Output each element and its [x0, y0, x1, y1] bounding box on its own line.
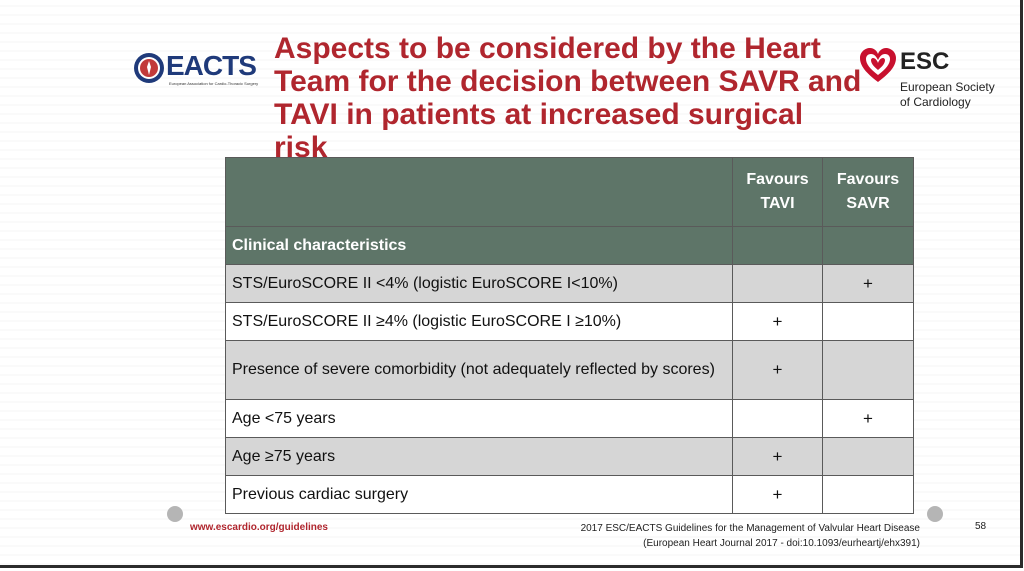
header-tavi-line-2: TAVI: [760, 195, 795, 212]
header-tavi-line-1: Favours: [746, 171, 809, 188]
footer-dot-right: [927, 506, 943, 522]
page-number: 58: [975, 521, 987, 532]
heart-icon: [860, 48, 896, 82]
slide-title: Aspects to be considered by the Heart Te…: [274, 32, 864, 164]
row-tavi-mark: [732, 399, 823, 438]
title-line-2: Team for the decision between SAVR and: [274, 65, 862, 98]
section-empty-cell: [822, 226, 914, 265]
header-savr-line-1: Favours: [836, 171, 900, 188]
table-row: Previous cardiac surgery +: [225, 475, 914, 514]
esc-name-line-2: of Cardiology: [900, 95, 971, 109]
row-savr-mark: +: [822, 399, 914, 438]
row-savr-mark: [822, 475, 914, 514]
section-label: Clinical characteristics: [225, 226, 733, 265]
footer-dot-left: [167, 506, 183, 522]
esc-wordmark: ESC: [900, 48, 950, 75]
header-blank-cell: [225, 157, 733, 227]
header-favours-savr: Favours SAVR: [822, 157, 914, 227]
esc-logo: ESC European Society of Cardiology: [856, 44, 1006, 114]
row-label: Age <75 years: [225, 399, 733, 438]
row-tavi-mark: +: [732, 340, 823, 400]
row-savr-mark: [822, 340, 914, 400]
table-row: STS/EuroSCORE II ≥4% (logistic EuroSCORE…: [225, 302, 914, 341]
row-tavi-mark: [732, 264, 823, 303]
header-favours-tavi: Favours TAVI: [732, 157, 823, 227]
row-label: Age ≥75 years: [225, 437, 733, 476]
table-row: Age ≥75 years +: [225, 437, 914, 476]
guidelines-url-link[interactable]: www.escardio.org/guidelines: [190, 522, 328, 533]
table-row: Age <75 years +: [225, 399, 914, 438]
row-label: STS/EuroSCORE II <4% (logistic EuroSCORE…: [225, 264, 733, 303]
row-savr-mark: [822, 437, 914, 476]
citation: 2017 ESC/EACTS Guidelines for the Manage…: [540, 521, 920, 551]
row-label: STS/EuroSCORE II ≥4% (logistic EuroSCORE…: [225, 302, 733, 341]
eacts-subtitle: European Association for Cardio-Thoracic…: [169, 81, 259, 86]
header-savr-line-2: SAVR: [846, 195, 890, 212]
table-header-row: Favours TAVI Favours SAVR: [225, 157, 914, 227]
title-line-3: TAVI in patients at increased surgical r…: [274, 98, 804, 164]
esc-name-line-1: European Society: [900, 80, 995, 94]
section-empty-cell: [732, 226, 823, 265]
section-row: Clinical characteristics: [225, 226, 914, 265]
row-tavi-mark: +: [732, 475, 823, 514]
eacts-logo: EACTS European Association for Cardio-Th…: [133, 50, 263, 90]
row-tavi-mark: +: [732, 302, 823, 341]
eacts-wordmark: EACTS: [166, 50, 257, 81]
row-savr-mark: +: [822, 264, 914, 303]
citation-line-2: (European Heart Journal 2017 - doi:10.10…: [643, 538, 920, 549]
row-label: Presence of severe comorbidity (not adeq…: [225, 340, 733, 400]
row-tavi-mark: +: [732, 437, 823, 476]
row-label: Previous cardiac surgery: [225, 475, 733, 514]
row-savr-mark: [822, 302, 914, 341]
table-row: Presence of severe comorbidity (not adeq…: [225, 340, 914, 400]
citation-line-1: 2017 ESC/EACTS Guidelines for the Manage…: [580, 523, 920, 534]
eacts-seal-icon: [134, 53, 164, 83]
table-row: STS/EuroSCORE II <4% (logistic EuroSCORE…: [225, 264, 914, 303]
comparison-table: Favours TAVI Favours SAVR Clinical chara…: [225, 157, 914, 514]
title-line-1: Aspects to be considered by the Heart: [274, 32, 821, 65]
